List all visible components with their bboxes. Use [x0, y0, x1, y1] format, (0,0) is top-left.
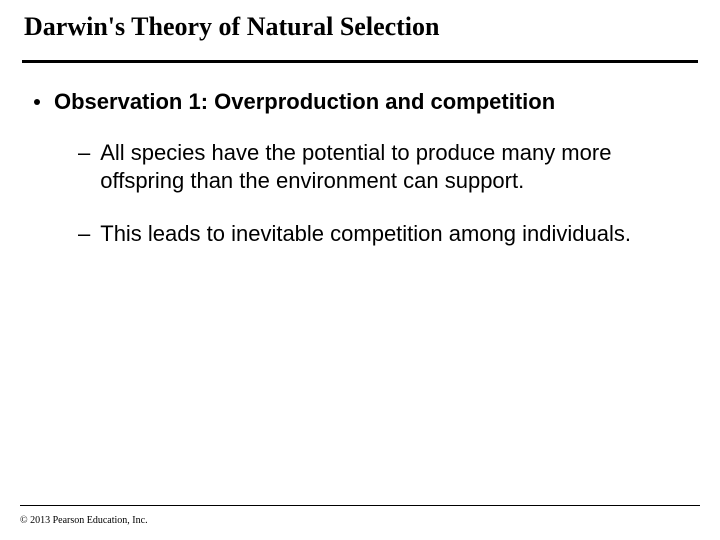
slide-title: Darwin's Theory of Natural Selection	[20, 12, 700, 42]
sub-bullet: – All species have the potential to prod…	[20, 139, 700, 194]
sub-bullet: – This leads to inevitable competition a…	[20, 220, 700, 248]
copyright-text: © 2013 Pearson Education, Inc.	[20, 515, 148, 526]
main-bullet-text: Observation 1: Overproduction and compet…	[54, 89, 555, 115]
bullet-dash-icon: –	[78, 139, 90, 167]
sub-bullet-text: This leads to inevitable competition amo…	[100, 220, 631, 248]
footer-divider	[20, 505, 700, 506]
bullet-dash-icon: –	[78, 220, 90, 248]
bullet-dot-icon	[34, 99, 40, 105]
main-bullet: Observation 1: Overproduction and compet…	[20, 89, 700, 115]
title-underline	[22, 60, 698, 63]
sub-bullet-text: All species have the potential to produc…	[100, 139, 660, 194]
